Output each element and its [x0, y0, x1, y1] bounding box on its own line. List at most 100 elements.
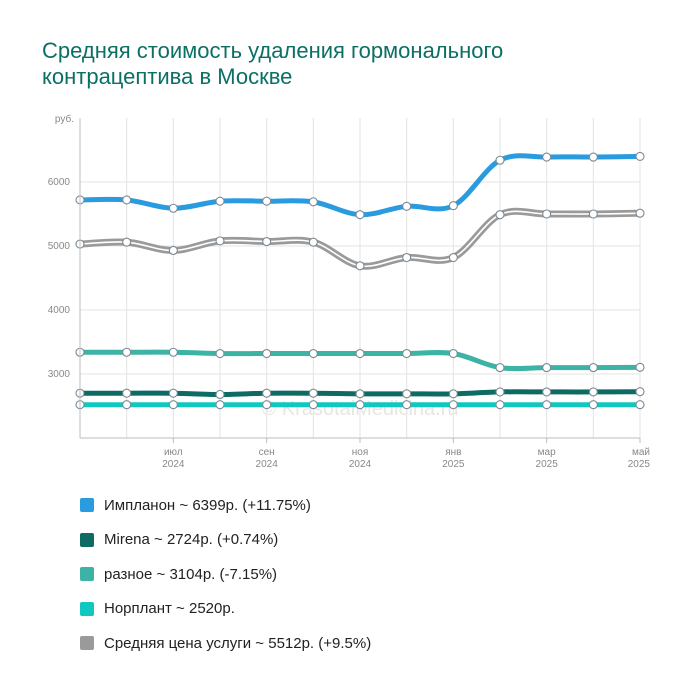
data-point: [635, 362, 645, 372]
data-point: [262, 236, 272, 247]
data-point: [495, 363, 505, 373]
data-point: [542, 387, 552, 397]
data-point: [448, 201, 458, 211]
legend-label: Норплант ~ 2520р.: [104, 600, 235, 618]
data-point: [588, 209, 598, 219]
data-point: [542, 400, 552, 410]
y-tick-label: 4000: [48, 305, 71, 316]
data-point: [215, 196, 225, 206]
legend-item: Норплант ~ 2520р.: [80, 592, 640, 627]
data-point: [402, 389, 412, 399]
series-layer: [75, 151, 645, 410]
legend-swatch: [80, 601, 94, 616]
series-2: [75, 347, 645, 373]
data-point: [635, 400, 645, 410]
grid: [79, 118, 641, 438]
data-point: [355, 348, 365, 359]
data-point: [215, 348, 225, 359]
chart-title: Средняя стоимость удаления гормонального…: [42, 38, 504, 89]
y-tick-label: 5000: [48, 241, 71, 252]
y-axis-label: руб.: [55, 113, 74, 125]
series-4: [75, 207, 645, 271]
data-point: [355, 210, 365, 220]
data-point: [122, 195, 132, 205]
x-tick-label-month: мар: [538, 447, 556, 458]
data-point: [168, 400, 178, 410]
data-point: [402, 400, 412, 410]
data-point: [262, 400, 272, 410]
data-point: [355, 261, 365, 271]
x-tick-label-year: 2024: [349, 459, 372, 470]
data-point: [542, 209, 552, 219]
data-point: [402, 348, 412, 359]
legend-swatch: [80, 532, 94, 547]
data-point: [495, 210, 505, 220]
data-point: [355, 389, 365, 399]
data-point: [402, 201, 412, 211]
data-point: [168, 388, 178, 398]
legend-label: Mirena ~ 2724р. (+0.74%): [104, 531, 279, 549]
data-point: [308, 388, 318, 398]
legend-label: разное ~ 3104р. (-7.15%): [104, 565, 278, 583]
legend-swatch: [80, 498, 94, 513]
x-tick-label-month: сен: [259, 447, 275, 458]
legend-label: Средняя цена услуги ~ 5512р. (+9.5%): [104, 634, 372, 652]
x-tick-label-year: 2025: [442, 459, 465, 470]
x-tick-label-year: 2025: [628, 459, 651, 470]
data-point: [308, 348, 318, 359]
data-point: [542, 152, 552, 162]
data-point: [448, 389, 458, 399]
legend-item: Mirena ~ 2724р. (+0.74%): [80, 523, 640, 558]
data-point: [122, 347, 132, 357]
data-point: [308, 400, 318, 410]
y-tick-label: 6000: [48, 177, 71, 188]
x-tick-label-year: 2025: [536, 459, 559, 470]
data-point: [448, 400, 458, 410]
data-point: [122, 237, 132, 247]
data-point: [402, 252, 412, 263]
data-point: [635, 151, 645, 162]
x-tick-label-month: ноя: [352, 447, 369, 458]
legend-item: Средняя цена услуги ~ 5512р. (+9.5%): [80, 626, 640, 661]
data-point: [122, 388, 132, 398]
data-point: [495, 155, 505, 165]
data-point: [168, 347, 178, 357]
series-0: [75, 151, 645, 220]
data-point: [635, 387, 645, 397]
data-point: [215, 236, 225, 246]
data-point: [588, 363, 598, 373]
x-tick-label-year: 2024: [256, 459, 279, 470]
legend-item: разное ~ 3104р. (-7.15%): [80, 557, 640, 592]
data-point: [308, 237, 318, 247]
data-point: [215, 389, 225, 400]
data-point: [588, 400, 598, 410]
series-3: [75, 400, 645, 410]
legend-item: Импланон ~ 6399р. (+11.75%): [80, 488, 640, 523]
data-point: [448, 252, 458, 263]
data-point: [588, 152, 598, 162]
legend-swatch: [80, 567, 94, 582]
data-point: [635, 208, 645, 218]
data-point: [262, 348, 272, 359]
data-point: [262, 196, 272, 206]
data-point: [308, 197, 318, 207]
data-point: [215, 400, 225, 410]
data-point: [495, 400, 505, 410]
data-point: [168, 245, 178, 256]
axes: 3000400050006000руб.июл2024сен2024ноя202…: [48, 113, 651, 470]
y-tick-label: 3000: [48, 369, 71, 380]
data-point: [168, 203, 178, 213]
legend-swatch: [80, 636, 94, 651]
data-point: [448, 348, 458, 359]
data-point: [262, 388, 272, 398]
x-tick-label-month: май: [632, 447, 650, 458]
x-tick-label-year: 2024: [162, 459, 185, 470]
data-point: [495, 387, 505, 397]
legend: Импланон ~ 6399р. (+11.75%) Mirena ~ 2724…: [80, 488, 640, 661]
series-1: [75, 387, 645, 400]
data-point: [122, 400, 132, 410]
legend-label: Импланон ~ 6399р. (+11.75%): [104, 496, 311, 514]
data-point: [355, 400, 365, 410]
x-tick-label-month: июл: [164, 447, 183, 458]
data-point: [588, 387, 598, 397]
